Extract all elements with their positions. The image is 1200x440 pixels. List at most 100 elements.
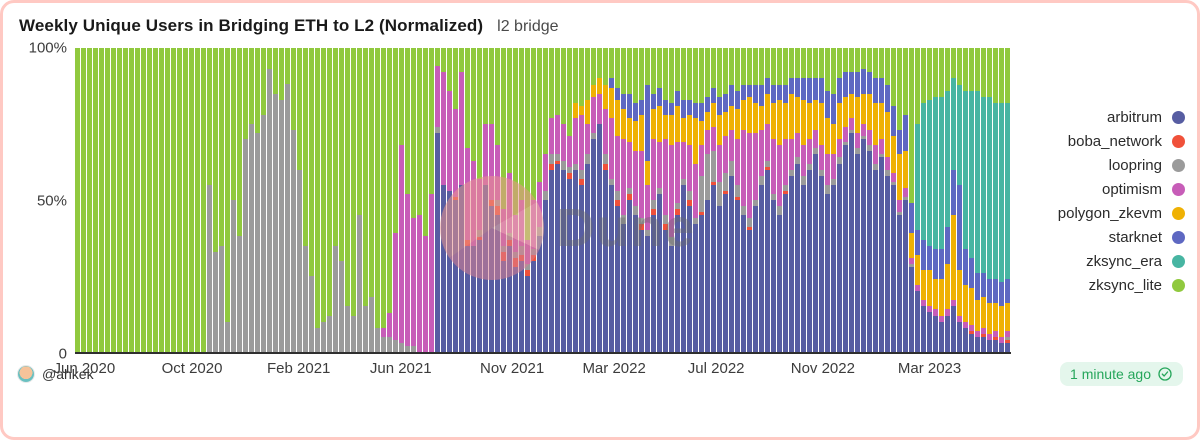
bar[interactable] (819, 48, 824, 352)
bar[interactable] (447, 48, 452, 352)
bar[interactable] (669, 48, 674, 352)
bar[interactable] (171, 48, 176, 352)
bar[interactable] (993, 48, 998, 352)
bar[interactable] (645, 48, 650, 352)
bar[interactable] (123, 48, 128, 352)
bar[interactable] (609, 48, 614, 352)
bar[interactable] (399, 48, 404, 352)
bar[interactable] (783, 48, 788, 352)
legend-item-arbitrum[interactable]: arbitrum (1107, 109, 1185, 126)
bar[interactable] (585, 48, 590, 352)
bar[interactable] (243, 48, 248, 352)
bar[interactable] (627, 48, 632, 352)
bar[interactable] (273, 48, 278, 352)
bar[interactable] (969, 48, 974, 352)
bar[interactable] (435, 48, 440, 352)
bar[interactable] (309, 48, 314, 352)
bar[interactable] (249, 48, 254, 352)
bar[interactable] (333, 48, 338, 352)
bar[interactable] (471, 48, 476, 352)
bar[interactable] (321, 48, 326, 352)
bar[interactable] (141, 48, 146, 352)
bar[interactable] (405, 48, 410, 352)
bar[interactable] (207, 48, 212, 352)
bar[interactable] (855, 48, 860, 352)
bar[interactable] (363, 48, 368, 352)
bar[interactable] (303, 48, 308, 352)
bar[interactable] (903, 48, 908, 352)
bar[interactable] (909, 48, 914, 352)
bar[interactable] (951, 48, 956, 352)
bar[interactable] (327, 48, 332, 352)
bar[interactable] (687, 48, 692, 352)
bar[interactable] (621, 48, 626, 352)
bar[interactable] (411, 48, 416, 352)
bar[interactable] (153, 48, 158, 352)
legend-item-zksync_era[interactable]: zksync_era (1086, 253, 1185, 270)
bar[interactable] (939, 48, 944, 352)
bar[interactable] (825, 48, 830, 352)
bar[interactable] (615, 48, 620, 352)
bar[interactable] (537, 48, 542, 352)
bar[interactable] (711, 48, 716, 352)
bar[interactable] (75, 48, 80, 352)
bar[interactable] (183, 48, 188, 352)
bar[interactable] (561, 48, 566, 352)
bar[interactable] (915, 48, 920, 352)
bar[interactable] (459, 48, 464, 352)
bar[interactable] (513, 48, 518, 352)
bar[interactable] (789, 48, 794, 352)
bar[interactable] (657, 48, 662, 352)
bar[interactable] (255, 48, 260, 352)
bar[interactable] (279, 48, 284, 352)
bar[interactable] (417, 48, 422, 352)
bar[interactable] (501, 48, 506, 352)
avatar[interactable] (17, 365, 35, 383)
bar[interactable] (795, 48, 800, 352)
bar[interactable] (867, 48, 872, 352)
bar[interactable] (849, 48, 854, 352)
bar[interactable] (189, 48, 194, 352)
bar[interactable] (195, 48, 200, 352)
bar[interactable] (357, 48, 362, 352)
bar[interactable] (603, 48, 608, 352)
bar[interactable] (813, 48, 818, 352)
bar[interactable] (651, 48, 656, 352)
bar[interactable] (957, 48, 962, 352)
author[interactable]: @ahkek (17, 365, 94, 383)
bar[interactable] (963, 48, 968, 352)
last-updated-badge[interactable]: 1 minute ago (1060, 362, 1183, 386)
bar[interactable] (147, 48, 152, 352)
bar[interactable] (567, 48, 572, 352)
bar[interactable] (891, 48, 896, 352)
bar[interactable] (393, 48, 398, 352)
bar[interactable] (267, 48, 272, 352)
bar[interactable] (345, 48, 350, 352)
bar[interactable] (465, 48, 470, 352)
bar[interactable] (987, 48, 992, 352)
bar[interactable] (927, 48, 932, 352)
bar[interactable] (291, 48, 296, 352)
bar[interactable] (597, 48, 602, 352)
bar[interactable] (747, 48, 752, 352)
bar[interactable] (765, 48, 770, 352)
bar[interactable] (777, 48, 782, 352)
bar[interactable] (999, 48, 1004, 352)
bar[interactable] (117, 48, 122, 352)
bar[interactable] (285, 48, 290, 352)
bar[interactable] (729, 48, 734, 352)
bar[interactable] (741, 48, 746, 352)
bar[interactable] (801, 48, 806, 352)
bar[interactable] (225, 48, 230, 352)
bar[interactable] (723, 48, 728, 352)
bar[interactable] (933, 48, 938, 352)
bar[interactable] (339, 48, 344, 352)
bar[interactable] (93, 48, 98, 352)
bar[interactable] (87, 48, 92, 352)
bar[interactable] (351, 48, 356, 352)
bar[interactable] (387, 48, 392, 352)
bar[interactable] (159, 48, 164, 352)
bar[interactable] (837, 48, 842, 352)
bar[interactable] (705, 48, 710, 352)
bar[interactable] (489, 48, 494, 352)
